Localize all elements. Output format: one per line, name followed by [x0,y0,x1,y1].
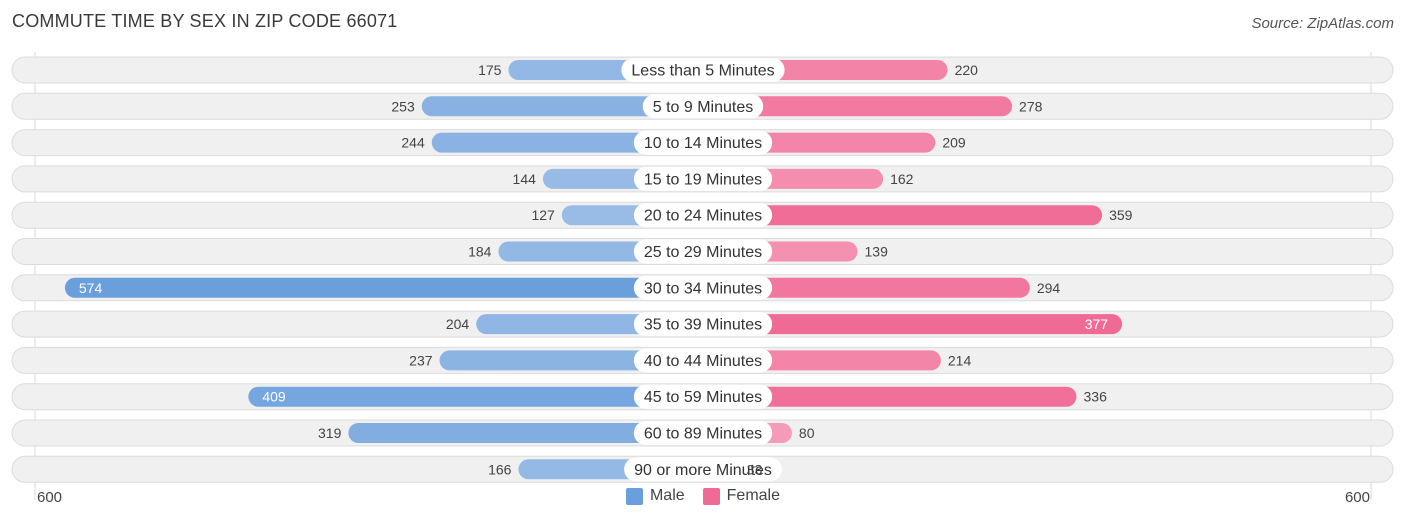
category-label: 35 to 39 Minutes [644,317,762,334]
category-label-pill [633,312,773,337]
value-label-male: 319 [318,425,342,441]
category-label: 60 to 89 Minutes [644,426,762,443]
value-label-male: 184 [468,244,492,260]
category-label-pill [633,348,773,373]
bar-male [421,96,715,117]
bar-female [691,277,1030,298]
value-label-female: 377 [1085,316,1109,332]
value-label-female: 33 [747,461,763,477]
category-label: 20 to 24 Minutes [644,208,762,225]
category-label: Less than 5 Minutes [631,63,774,80]
category-label-pill [633,384,773,409]
axis-right-label: 600 [1344,489,1370,506]
legend-swatch-female [702,487,720,505]
value-label-female: 220 [955,62,979,78]
legend: Male Female [0,487,1406,505]
category-label-pill [624,457,782,482]
value-label-male: 204 [446,316,470,332]
category-label-pill [633,239,773,264]
value-label-female: 139 [865,244,889,260]
category-label: 5 to 9 Minutes [653,99,754,116]
value-label-female: 336 [1084,389,1108,405]
category-label: 40 to 44 Minutes [644,353,762,370]
category-label-pill [633,130,773,155]
bar-female [691,205,1103,226]
bar-female [691,386,1077,407]
category-label-pill [633,275,773,300]
value-label-male: 409 [262,389,286,405]
chart-title: COMMUTE TIME BY SEX IN ZIP CODE 66071 [12,11,398,31]
value-label-female: 359 [1109,207,1133,223]
value-label-male: 175 [478,62,502,78]
category-label: 10 to 14 Minutes [644,135,762,152]
legend-item-male: Male [625,487,685,505]
category-label-pill [633,203,773,228]
category-label-pill [633,421,773,445]
value-label-male: 253 [391,98,415,114]
value-label-female: 162 [890,171,914,187]
value-label-female: 294 [1037,280,1061,296]
value-label-male: 237 [409,352,433,368]
value-label-female: 278 [1019,98,1043,114]
bar-male [64,277,716,298]
bar-female [691,314,1123,335]
legend-label-female: Female [726,487,781,504]
value-label-female: 214 [948,352,972,368]
bar-male [248,386,715,407]
value-label-female: 209 [942,135,966,151]
category-label: 30 to 34 Minutes [644,280,762,297]
value-label-female: 80 [799,425,815,441]
axis-left-label: 600 [37,489,63,506]
category-label: 15 to 19 Minutes [644,171,762,188]
category-label: 45 to 59 Minutes [644,389,762,406]
value-label-male: 127 [531,207,555,223]
source-label: Source: ZipAtlas.com [1251,15,1394,32]
category-label-pill [642,94,764,119]
category-label-pill [633,166,773,191]
legend-label-male: Male [649,487,685,504]
bar-male [348,423,715,443]
category-label-pill [621,58,785,82]
value-label-male: 244 [401,135,425,151]
legend-item-female: Female [702,487,781,505]
value-label-male: 166 [488,461,512,477]
value-label-male: 144 [513,171,537,187]
value-label-male: 574 [79,280,103,296]
category-label: 25 to 29 Minutes [644,244,762,261]
bar-female [691,96,1013,117]
category-label: 90 or more Minutes [634,462,772,479]
legend-swatch-male [625,487,643,505]
